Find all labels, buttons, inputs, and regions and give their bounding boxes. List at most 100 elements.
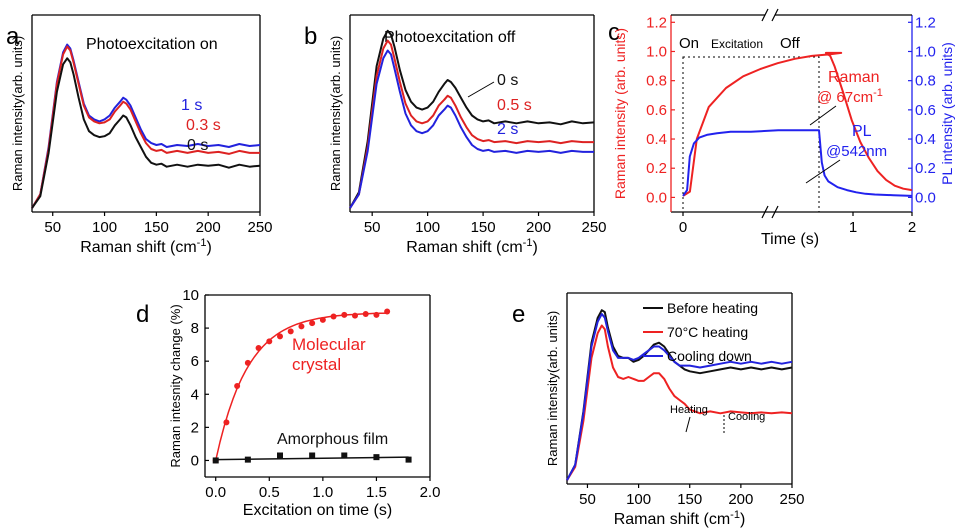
panel-c-y-tick-label: 0.8: [646, 73, 667, 90]
panel-b-x-tick-label: 200: [526, 219, 551, 236]
panel-b-x-tick-label: 250: [581, 219, 606, 236]
panel-a-series-label: 0 s: [187, 137, 208, 154]
panel-d-point: [287, 328, 294, 335]
panel-e-x-tick-label: 200: [728, 491, 753, 508]
panel-c-pointer: [805, 159, 841, 184]
panel-d-point: [234, 383, 241, 389]
panel-c-y2-tick-label: 0.6: [915, 102, 936, 119]
panel-c-axis-break-mark: [761, 8, 769, 22]
panel-d-y-tick-label: 8: [191, 320, 199, 337]
panel-a-letter: a: [6, 23, 20, 50]
panel-d-point: [373, 311, 380, 318]
panel-d-x-tick-label: 1.0: [312, 484, 333, 501]
panel-d-point: [373, 454, 380, 461]
panel-c-x-axis-label: Time (s): [761, 231, 819, 248]
panel-d-x-tick-label: 1.5: [366, 484, 387, 501]
panel-e-legend-label: Before heating: [667, 300, 758, 316]
panel-b-series-label: 0 s: [497, 72, 518, 89]
panel-d-point: [244, 456, 251, 463]
panel-d-fit-line: [214, 312, 388, 461]
panel-c-series-sublabel: @ 67cm-1: [817, 87, 883, 106]
panel-b-x-tick-label: 150: [471, 219, 496, 236]
panel-e-x-tick-label: 250: [779, 491, 804, 508]
panel-d-y-tick-label: 2: [191, 419, 199, 436]
panel-a: a Photoexcitation on 50 100 150 200 250 Raman…: [6, 14, 273, 256]
panel-d-y-axis-label: Raman intesnity change (%): [168, 304, 183, 467]
panel-d-point: [298, 323, 305, 330]
panel-b-y-axis-label: Raman intensity(arb. units): [328, 36, 343, 191]
panel-d-point: [223, 419, 230, 426]
panel-c-x-tick-label: 1: [849, 219, 857, 236]
panel-e-series-line: [566, 309, 793, 481]
panel-c-y-tick-label: 0.4: [646, 131, 667, 148]
panel-c-series-line: [682, 51, 913, 197]
panel-b-series-line: [349, 49, 594, 209]
panel-e-series-line: [566, 313, 793, 481]
panel-c-excitation-window: [682, 56, 820, 213]
panel-a-x-tick-label: 50: [44, 219, 61, 236]
panel-d-point: [319, 316, 326, 323]
panel-c-axis-break-mark: [771, 8, 779, 22]
panel-e-x-tick-label: 50: [579, 491, 596, 508]
panel-c-annotation-excitation: Excitation: [711, 37, 763, 51]
panel-d-point: [330, 313, 337, 320]
panel-a-series-label: 1 s: [181, 97, 202, 114]
panel-d: d 0.0 0.5 1.0 1.5 2.0 0 2 4 6 8 10 Excitation on ti…: [136, 287, 440, 519]
panel-c-series-sublabel: @542nm: [826, 143, 887, 160]
panel-b-pointer: [467, 81, 495, 98]
panel-e-legend-label: Cooling down: [667, 348, 752, 364]
panel-d-y-tick-label: 10: [182, 287, 199, 304]
panel-e-y-axis-label: Raman intensity(arb. units): [545, 311, 560, 466]
panel-c-y2-tick-label: 0.0: [915, 189, 936, 206]
panel-d-x-tick-label: 0.0: [205, 484, 226, 501]
panel-d-x-tick-label: 2.0: [420, 484, 441, 501]
panel-d-series-label: Molecular: [292, 335, 366, 354]
panel-a-series-line: [31, 57, 261, 209]
panel-d-point: [266, 338, 273, 345]
panel-a-x-tick-label: 250: [247, 219, 272, 236]
panel-c-annotation-off: Off: [780, 35, 801, 52]
panel-d-point: [212, 457, 219, 464]
panel-c-y-tick-label: 1.2: [646, 14, 667, 31]
panel-d-point: [277, 333, 283, 340]
panel-d-point: [309, 320, 316, 327]
panel-a-title: Photoexcitation on: [86, 36, 218, 53]
panel-d-y-tick-label: 0: [191, 452, 199, 469]
panel-e-pointer: [685, 416, 691, 433]
panel-d-x-tick-label: 0.5: [259, 484, 280, 501]
panel-c-x-tick-label: 2: [908, 219, 916, 236]
panel-c-y-tick-label: 0.2: [646, 160, 667, 177]
panel-d-point: [277, 452, 283, 459]
panel-d-point: [384, 308, 391, 315]
panel-b-x-axis-label: Raman shift (cm-1): [406, 237, 538, 256]
panel-a-y-axis-label: Raman intensity(arb. units): [10, 36, 25, 191]
panel-d-point: [309, 452, 316, 459]
panel-c-letter: c: [608, 19, 620, 46]
panel-e-annotation-heating: Heating: [670, 404, 708, 416]
panel-c-y-tick-label: 1.0: [646, 43, 667, 60]
panel-d-y-tick-label: 4: [191, 386, 199, 403]
panel-c-y2-tick-label: 0.8: [915, 73, 936, 90]
panel-e-legend-label: 70°C heating: [667, 324, 748, 340]
panel-d-point: [341, 311, 348, 318]
panel-d-x-axis-label: Excitation on time (s): [243, 502, 392, 519]
panel-d-series-label: Amorphous film: [277, 431, 388, 448]
panel-c-series-label: Raman: [828, 69, 880, 86]
panel-d-point: [405, 456, 412, 463]
panel-c-pointer: [809, 105, 837, 126]
panel-a-x-tick-label: 100: [92, 219, 117, 236]
panel-b: b Photoexcitation off 50 100 150 200 250 Rama…: [304, 14, 607, 256]
panel-b-x-tick-label: 50: [364, 219, 381, 236]
panel-c-series-label: PL: [852, 123, 872, 140]
panel-e-annotation-cooling: Cooling: [728, 411, 765, 423]
panel-c-annotation-on: On: [679, 35, 699, 52]
panel-e: e 50 100 150 200 250 Raman shift (cm-1) Raman …: [512, 292, 805, 528]
panel-d-point: [341, 452, 348, 459]
panel-a-series-line: [31, 43, 261, 209]
panel-d-point: [352, 312, 358, 319]
panel-c-y2-tick-label: 1.2: [915, 14, 936, 31]
panel-c-y2-tick-label: 1.0: [915, 43, 936, 60]
panel-d-y-tick-label: 6: [191, 353, 199, 370]
panel-d-point: [255, 344, 262, 351]
